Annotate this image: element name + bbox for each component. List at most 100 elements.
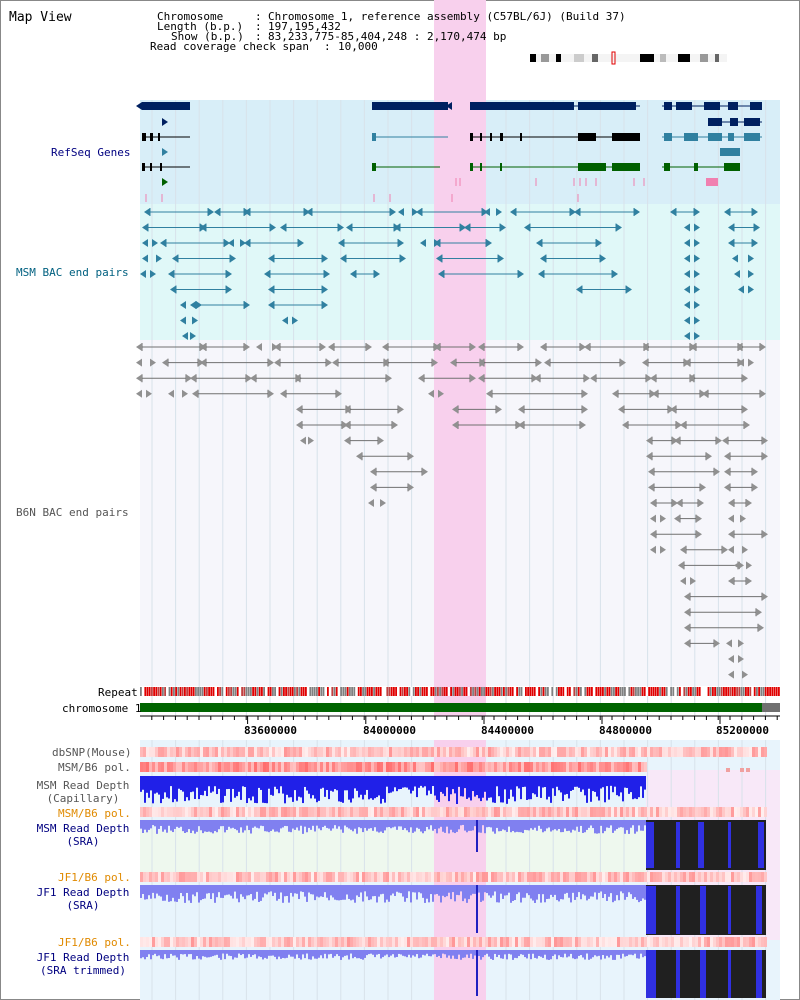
heat-cell — [686, 937, 689, 947]
heat-cell — [689, 937, 692, 947]
heat-cell — [446, 872, 449, 882]
heat-cell — [503, 807, 506, 817]
depth-bar — [274, 820, 276, 832]
depth-bar — [302, 820, 304, 834]
depth-bar — [378, 776, 380, 796]
bac-end-arrow-icon — [496, 405, 502, 414]
track-label-chromosome[interactable]: chromosome 1 — [62, 702, 142, 715]
depth-bar — [440, 776, 442, 792]
gene-exon — [730, 118, 738, 126]
track-label-refseq[interactable]: RefSeq Genes — [51, 146, 131, 159]
depth-bar — [146, 885, 148, 900]
depth-bar — [586, 776, 588, 803]
heat-cell — [599, 872, 602, 882]
depth-bar — [474, 885, 476, 894]
repeat-mark — [362, 687, 364, 696]
depth-bar — [542, 820, 544, 833]
depth-bar — [624, 776, 626, 788]
depth-bar — [334, 820, 336, 826]
heat-cell — [761, 807, 764, 817]
bac-end-arrow-icon — [684, 358, 690, 367]
depth-bar — [618, 885, 620, 901]
depth-bar — [376, 820, 378, 832]
heat-cell — [161, 762, 164, 772]
repeat-mark — [593, 687, 595, 696]
depth-bar — [348, 820, 350, 829]
track-label-msm-b6-pol-2[interactable]: MSM/B6 pol. — [58, 807, 131, 820]
track-label-jf1-depth-trimmed[interactable]: JF1 Read Depth (SRA trimmed) — [28, 951, 138, 977]
heat-cell — [668, 807, 671, 817]
depth-bar — [356, 950, 358, 959]
bac-end-arrow-icon — [694, 316, 700, 325]
depth-bar — [262, 820, 264, 827]
heat-cell — [614, 747, 617, 757]
depth-bar — [310, 776, 312, 799]
repeat-mark — [725, 687, 727, 696]
depth-bar — [450, 885, 452, 900]
track-label-msm-bac[interactable]: MSM BAC end pairs — [16, 266, 129, 279]
depth-bar — [436, 950, 438, 957]
depth-bar — [324, 776, 326, 797]
depth-bar — [634, 776, 636, 799]
heat-cell — [683, 872, 686, 882]
heat-cell — [683, 807, 686, 817]
depth-bar — [288, 820, 290, 832]
heat-cell — [536, 872, 539, 882]
heat-cell — [704, 872, 707, 882]
depth-bar — [458, 950, 460, 955]
heat-cell — [305, 872, 308, 882]
track-label-msm-depth-capillary[interactable]: MSM Read Depth (Capillary) — [28, 779, 138, 805]
gene-exon — [744, 133, 760, 141]
depth-bar — [590, 885, 592, 897]
depth-bar — [152, 776, 154, 804]
depth-bar — [254, 950, 256, 955]
depth-bar — [556, 885, 558, 901]
repeat-mark — [672, 687, 675, 696]
depth-bar — [426, 950, 428, 954]
track-label-jf1-b6-pol-1[interactable]: JF1/B6 pol. — [58, 871, 131, 884]
depth-bar — [580, 885, 582, 900]
heat-cell — [644, 762, 647, 772]
heat-cell — [350, 937, 353, 947]
repeat-mark — [430, 687, 433, 696]
heat-cell — [212, 872, 215, 882]
depth-bar — [618, 950, 620, 955]
repeat-mark — [302, 687, 305, 696]
heat-cell — [338, 747, 341, 757]
bac-end-arrow-icon — [696, 530, 702, 539]
depth-bar — [510, 820, 512, 833]
heat-cell — [293, 872, 296, 882]
heat-cell — [413, 872, 416, 882]
heat-cell — [335, 807, 338, 817]
depth-bar — [266, 776, 268, 804]
bac-end-arrow-icon — [694, 270, 700, 278]
track-label-b6n-bac[interactable]: B6N BAC end pairs — [16, 506, 129, 519]
heat-cell — [398, 762, 401, 772]
track-label-dbsnp[interactable]: dbSNP(Mouse) — [52, 746, 132, 759]
track-label-jf1-b6-pol-2[interactable]: JF1/B6 pol. — [58, 936, 131, 949]
track-label-msm-b6-pol-1[interactable]: MSM/B6 pol. — [58, 761, 131, 774]
repeat-mark — [320, 687, 323, 696]
depth-bar — [606, 776, 608, 787]
bac-end-arrow-icon — [544, 358, 550, 367]
depth-bar — [602, 820, 604, 834]
heat-cell — [737, 937, 740, 947]
track-label-msm-depth-sra[interactable]: MSM Read Depth (SRA) — [28, 822, 138, 848]
depth-bar — [212, 950, 214, 957]
depth-bar — [366, 950, 368, 956]
track-label-repeat[interactable]: Repeat — [98, 686, 138, 699]
depth-bar — [274, 885, 276, 893]
depth-bar — [550, 776, 552, 803]
bac-end-arrow-icon — [498, 254, 504, 263]
gene-exon — [578, 102, 636, 110]
bac-end-arrow-icon — [600, 254, 606, 263]
heat-cell — [740, 747, 743, 757]
bac-end-arrow-icon — [296, 405, 302, 414]
heat-cell — [650, 937, 653, 947]
depth-bar — [186, 776, 188, 798]
track-label-jf1-depth-sra[interactable]: JF1 Read Depth (SRA) — [28, 886, 138, 912]
repeat-mark — [588, 687, 591, 696]
depth-bar — [544, 885, 546, 903]
heat-cell — [314, 747, 317, 757]
